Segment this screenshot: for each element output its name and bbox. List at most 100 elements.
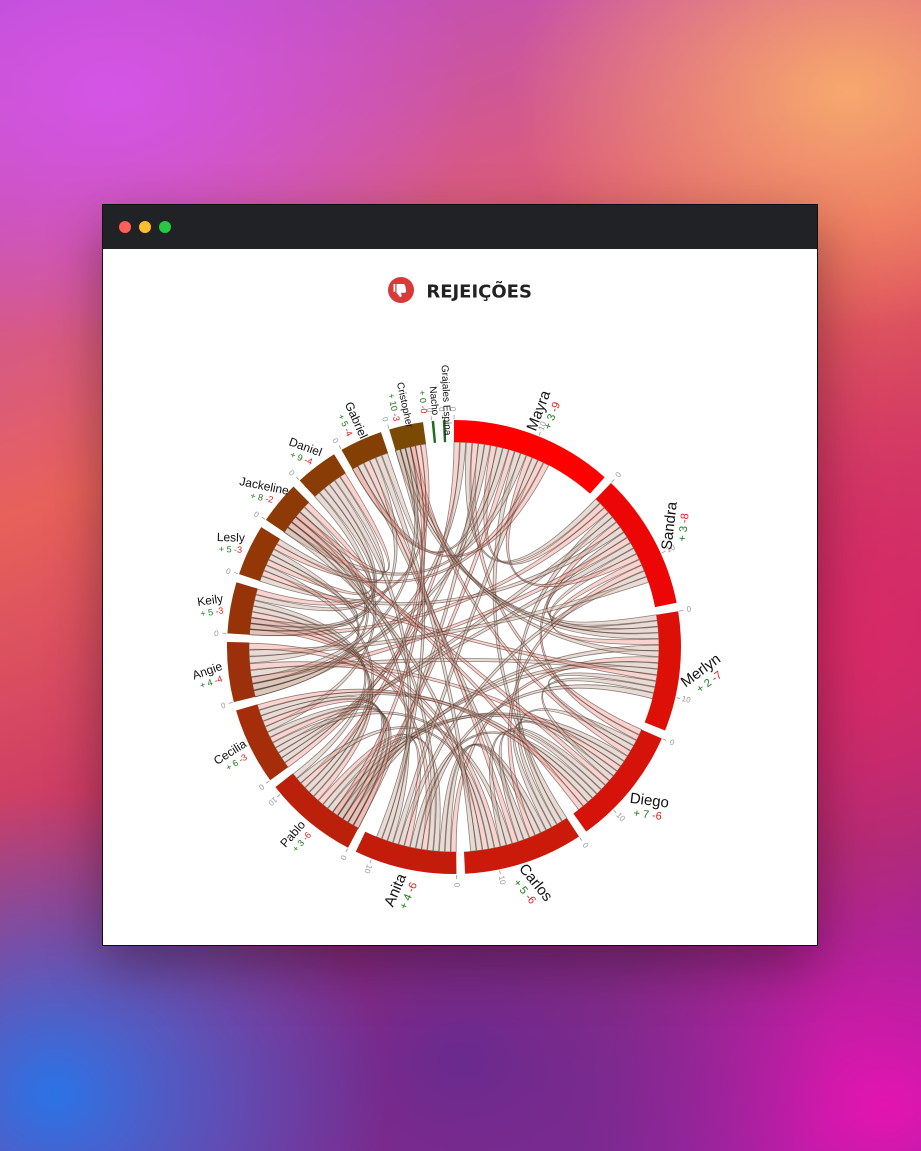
tick-label: 10 bbox=[497, 875, 508, 886]
arc-daniel[interactable] bbox=[299, 454, 346, 497]
tick-mark bbox=[661, 550, 666, 554]
arc-gabriel[interactable] bbox=[341, 432, 389, 469]
tick-label: 10 bbox=[665, 542, 677, 554]
tick-mark bbox=[387, 424, 390, 429]
app-window: REJEIÇÕES 0 10 0 10 0 10 0 10 0 10 0 10 0 10 0 0 0 0 0 0 0 0 0… bbox=[102, 204, 818, 946]
ribbon-mayra-carlos bbox=[492, 450, 568, 822]
arc-cristopher[interactable] bbox=[389, 422, 427, 451]
group-stats: + 5 -3 bbox=[200, 605, 224, 618]
tick-mark bbox=[579, 837, 583, 841]
tick-label: 0 bbox=[425, 407, 434, 413]
tick-label: 0 bbox=[452, 883, 461, 888]
arc-cecilia[interactable] bbox=[236, 704, 289, 781]
tick-mark bbox=[679, 610, 684, 612]
tick-label: 0 bbox=[330, 436, 340, 445]
tick-mark bbox=[338, 445, 342, 450]
ribbon-carlos-anita bbox=[438, 744, 541, 853]
tick-label: 0 bbox=[580, 841, 590, 850]
tick-mark bbox=[265, 780, 270, 784]
tick-label: 0 bbox=[252, 509, 261, 519]
group-name: Keily bbox=[196, 591, 224, 609]
label-nacho: Nacho+ 0 -0 bbox=[417, 386, 441, 416]
ribbon-carlos-gabriel bbox=[357, 462, 530, 841]
negative-count: -9 bbox=[548, 400, 563, 413]
group-stats: + 7 -6 bbox=[633, 807, 663, 822]
group-name: Lesly bbox=[217, 530, 245, 545]
group-stats: + 8 -2 bbox=[249, 490, 274, 504]
ribbon-diego-carlos bbox=[517, 708, 637, 828]
tick-mark bbox=[234, 572, 239, 575]
tick-mark bbox=[276, 794, 281, 798]
arc-pablo[interactable] bbox=[275, 773, 359, 848]
ribbon-keily-cristopher bbox=[255, 443, 430, 606]
group-stats: + 10 -3 bbox=[386, 392, 402, 422]
positive-count: + 8 bbox=[249, 490, 266, 503]
tick-mark bbox=[662, 738, 667, 741]
tick-label: 0 bbox=[219, 700, 226, 710]
maximize-window-button[interactable] bbox=[159, 221, 171, 233]
group-stats: + 4 -4 bbox=[199, 674, 224, 691]
chart-header: REJEIÇÕES bbox=[103, 277, 817, 305]
label-angie: Angie+ 4 -4 bbox=[190, 659, 224, 691]
label-daniel: Daniel+ 9 -4 bbox=[287, 435, 324, 467]
arc-keily[interactable] bbox=[227, 582, 258, 635]
group-name: Diego bbox=[629, 790, 670, 812]
negative-count: -4 bbox=[342, 426, 354, 437]
arc-diego[interactable] bbox=[573, 729, 662, 832]
chart-area: REJEIÇÕES 0 10 0 10 0 10 0 10 0 10 0 10 0 10 0 0 0 0 0 0 0 0 0… bbox=[103, 249, 817, 945]
tick-label: 0 bbox=[686, 604, 692, 614]
label-anita: Anita+ 4 -6 bbox=[381, 871, 420, 912]
tick-label: 0 bbox=[287, 468, 297, 478]
positive-count: + 7 bbox=[633, 807, 653, 821]
arc-mayra[interactable] bbox=[454, 420, 605, 494]
title-bar bbox=[103, 205, 817, 249]
minimize-window-button[interactable] bbox=[139, 221, 151, 233]
tick-mark bbox=[369, 859, 372, 864]
arc-jackeline[interactable] bbox=[265, 486, 310, 533]
positive-count: + 5 bbox=[200, 607, 217, 619]
positive-count: + 3 bbox=[676, 522, 690, 542]
tick-label: 0 bbox=[449, 406, 458, 411]
arc-lesly[interactable] bbox=[239, 527, 280, 582]
tick-label: 0 bbox=[257, 782, 266, 792]
arc-anita[interactable] bbox=[355, 831, 457, 875]
label-merlyn: Merlyn+ 2 -7 bbox=[678, 651, 725, 696]
positive-count: + 5 bbox=[219, 544, 235, 554]
arc-carlos[interactable] bbox=[463, 818, 580, 874]
arc-sandra[interactable] bbox=[595, 483, 677, 608]
label-carlos: Carlos+ 5 -6 bbox=[511, 861, 556, 907]
negative-count: -4 bbox=[213, 674, 224, 686]
arc-nacho[interactable] bbox=[431, 420, 437, 444]
negative-count: -2 bbox=[264, 493, 274, 504]
group-name: Nacho bbox=[427, 386, 441, 416]
ribbon-cecilia-daniel bbox=[264, 492, 377, 733]
arc-merlyn[interactable] bbox=[644, 611, 681, 731]
tick-mark bbox=[611, 479, 615, 483]
negative-count: -8 bbox=[679, 513, 692, 524]
arc-grajales-espina[interactable] bbox=[442, 420, 447, 443]
ribbon-gabriel-carlos bbox=[375, 454, 477, 852]
ribbon-angie-carlos bbox=[248, 642, 489, 851]
ribbon-gabriel-cristopher bbox=[381, 448, 424, 550]
positive-count: + 10 bbox=[386, 392, 400, 414]
tick-mark bbox=[261, 516, 266, 520]
close-window-button[interactable] bbox=[119, 221, 131, 233]
tick-mark bbox=[345, 848, 348, 853]
ribbon-layer bbox=[248, 441, 660, 853]
tick-mark bbox=[538, 431, 541, 436]
ribbon-cristopher-angie bbox=[250, 446, 419, 684]
arc-angie[interactable] bbox=[227, 642, 256, 703]
negative-count: -6 bbox=[405, 881, 420, 895]
negative-count: -4 bbox=[303, 455, 314, 467]
tick-mark bbox=[295, 476, 300, 481]
ribbon-sandra-merlyn bbox=[546, 531, 658, 626]
tick-label: 0 bbox=[614, 470, 624, 480]
label-lesly: Lesly+ 5 -3 bbox=[217, 530, 245, 555]
negative-count: -3 bbox=[234, 545, 242, 555]
positive-count: + 9 bbox=[289, 450, 307, 465]
ribbon-sandra-merlyn bbox=[549, 547, 659, 631]
tick-label: 0 bbox=[437, 406, 446, 411]
ribbon-carlos-anita bbox=[444, 743, 547, 853]
arc-layer bbox=[227, 420, 681, 875]
